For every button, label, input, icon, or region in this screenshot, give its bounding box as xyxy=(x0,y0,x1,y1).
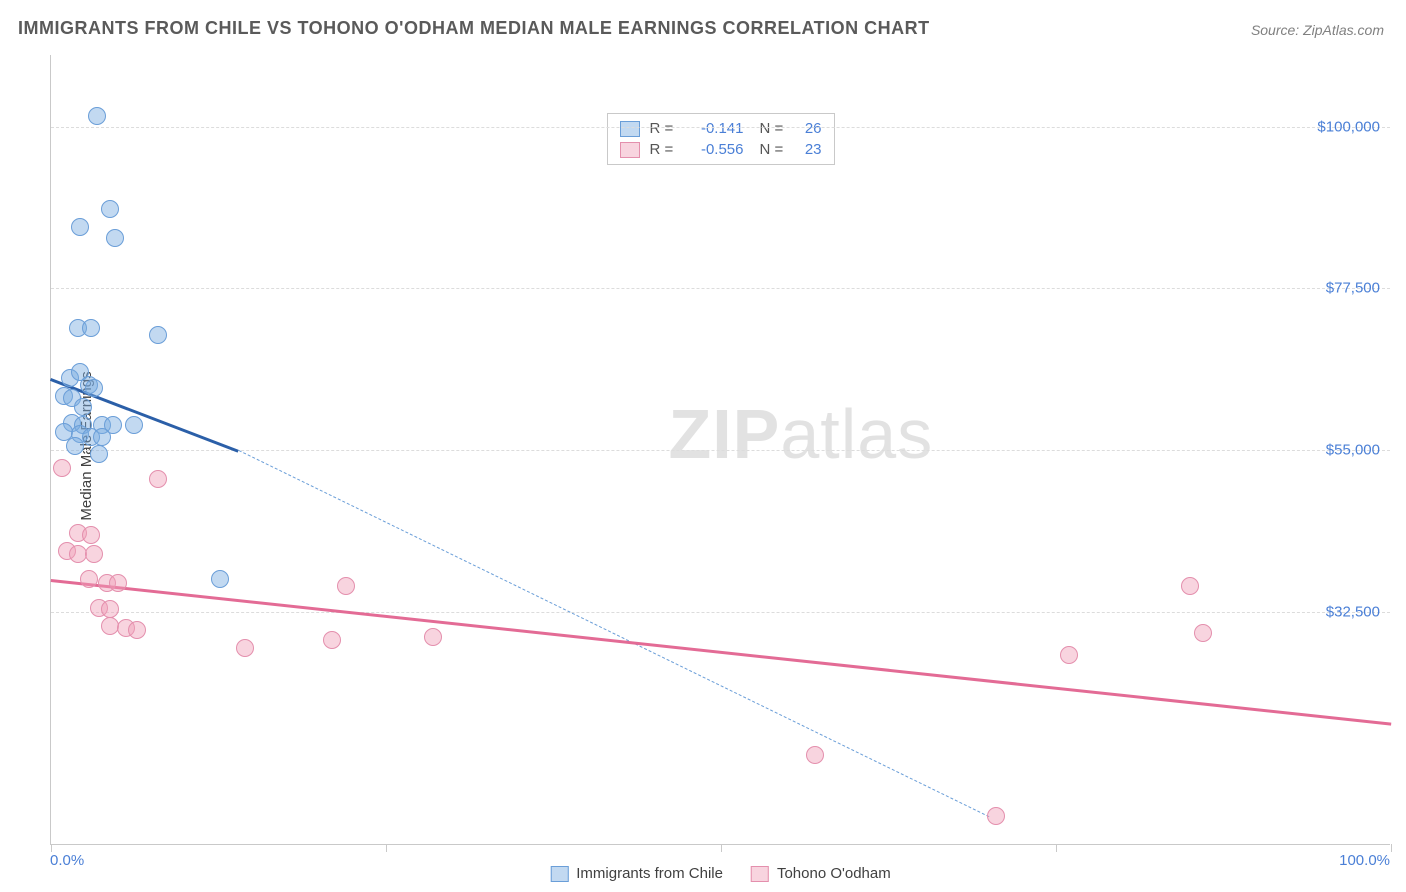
data-point xyxy=(82,526,100,544)
gridline xyxy=(51,612,1390,613)
y-tick-label: $55,000 xyxy=(1326,442,1380,459)
x-tick xyxy=(386,844,387,852)
data-point xyxy=(1060,646,1078,664)
correlation-legend: R = -0.141 N = 26 R = -0.556 N = 23 xyxy=(607,113,835,165)
data-point xyxy=(323,631,341,649)
legend-n-value: 23 xyxy=(794,141,822,158)
source-label: Source: xyxy=(1251,22,1303,38)
legend-item: Immigrants from Chile xyxy=(550,865,723,882)
legend-swatch xyxy=(751,866,769,882)
y-tick-label: $77,500 xyxy=(1326,280,1380,297)
legend-series-name: Immigrants from Chile xyxy=(576,865,723,882)
data-point xyxy=(71,218,89,236)
legend-swatch xyxy=(620,142,640,158)
data-point xyxy=(128,621,146,639)
gridline xyxy=(51,127,1390,128)
legend-r-value: -0.556 xyxy=(684,141,744,158)
data-point xyxy=(85,545,103,563)
y-tick-label: $100,000 xyxy=(1317,118,1380,135)
y-tick-label: $32,500 xyxy=(1326,603,1380,620)
legend-row: R = -0.556 N = 23 xyxy=(620,139,822,160)
data-point xyxy=(93,428,111,446)
gridline xyxy=(51,450,1390,451)
source-attribution: Source: ZipAtlas.com xyxy=(1251,22,1384,38)
data-point xyxy=(109,574,127,592)
data-point xyxy=(85,379,103,397)
data-point xyxy=(337,577,355,595)
legend-n-label: N = xyxy=(760,141,788,158)
x-tick xyxy=(721,844,722,852)
data-point xyxy=(987,807,1005,825)
data-point xyxy=(125,416,143,434)
data-point xyxy=(74,398,92,416)
scatter-plot: ZIPatlas R =-0.141N =26R =-0.556N =23 Im… xyxy=(50,55,1390,845)
chart-title: IMMIGRANTS FROM CHILE VS TOHONO O'ODHAM … xyxy=(18,18,930,39)
data-point xyxy=(80,570,98,588)
x-tick xyxy=(51,844,52,852)
data-point xyxy=(101,200,119,218)
watermark-brand-b: atlas xyxy=(780,395,933,473)
data-point xyxy=(1181,577,1199,595)
data-point xyxy=(82,319,100,337)
x-tick-label: 100.0% xyxy=(1339,852,1390,869)
data-point xyxy=(101,600,119,618)
data-point xyxy=(424,628,442,646)
legend-r-label: R = xyxy=(650,141,678,158)
series-legend: Immigrants from Chile Tohono O'odham xyxy=(550,865,890,882)
legend-item: Tohono O'odham xyxy=(751,865,891,882)
legend-row: R = -0.141 N = 26 xyxy=(620,118,822,139)
data-point xyxy=(149,470,167,488)
legend-n-label: N = xyxy=(760,120,788,137)
trend-line-dashed xyxy=(238,450,989,817)
data-point xyxy=(90,445,108,463)
legend-swatch xyxy=(550,866,568,882)
source-name: ZipAtlas.com xyxy=(1303,22,1384,38)
legend-n-value: 26 xyxy=(794,120,822,137)
legend-series-name: Tohono O'odham xyxy=(777,865,891,882)
x-tick xyxy=(1391,844,1392,852)
gridline xyxy=(51,288,1390,289)
legend-r-label: R = xyxy=(650,120,678,137)
data-point xyxy=(1194,624,1212,642)
data-point xyxy=(106,229,124,247)
data-point xyxy=(806,746,824,764)
x-tick xyxy=(1056,844,1057,852)
data-point xyxy=(211,570,229,588)
data-point xyxy=(88,107,106,125)
x-tick-label: 0.0% xyxy=(50,852,84,869)
data-point xyxy=(236,639,254,657)
data-point xyxy=(149,326,167,344)
watermark-brand-a: ZIP xyxy=(668,395,780,473)
data-point xyxy=(66,437,84,455)
data-point xyxy=(53,459,71,477)
legend-r-value: -0.141 xyxy=(684,120,744,137)
legend-swatch xyxy=(620,121,640,137)
watermark: ZIPatlas xyxy=(668,394,933,474)
